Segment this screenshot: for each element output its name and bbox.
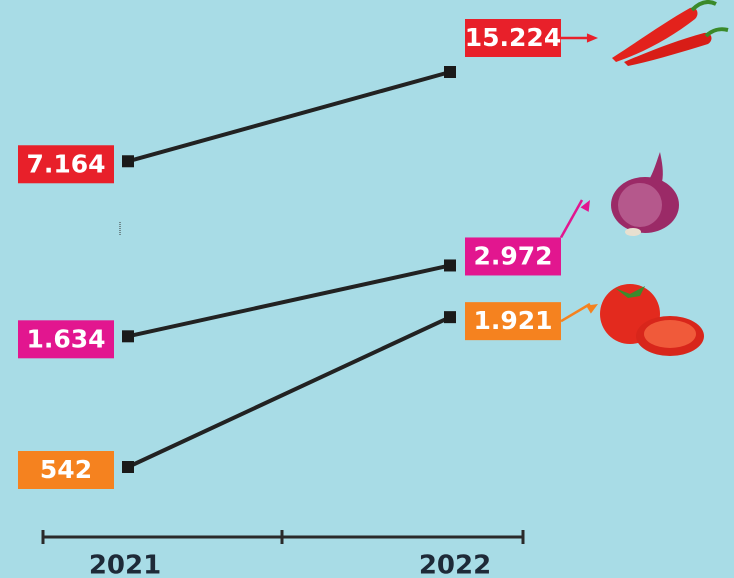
point-marker bbox=[122, 330, 134, 343]
value-label: 1.634 bbox=[26, 324, 105, 353]
series-line bbox=[127, 70, 451, 164]
value-label: 1.921 bbox=[473, 306, 552, 335]
arrow-head bbox=[586, 304, 598, 314]
point-marker bbox=[122, 155, 134, 168]
arrow-head bbox=[580, 200, 590, 212]
series-line bbox=[127, 263, 451, 339]
value-label-box bbox=[18, 320, 114, 359]
value-label-box bbox=[465, 19, 561, 57]
point-marker bbox=[444, 66, 456, 78]
arrow-head bbox=[586, 33, 598, 43]
tomato-icon bbox=[600, 284, 704, 356]
value-label-box bbox=[465, 302, 561, 341]
point-marker bbox=[122, 461, 134, 473]
point-marker bbox=[444, 259, 456, 272]
value-label: 2.972 bbox=[473, 241, 552, 270]
onion-icon bbox=[611, 152, 679, 236]
value-label-box bbox=[18, 145, 114, 184]
value-label-box bbox=[465, 237, 561, 276]
pointer-arrow bbox=[560, 302, 591, 323]
point-marker bbox=[444, 311, 456, 324]
value-label-box bbox=[18, 451, 114, 489]
time-axis bbox=[41, 530, 525, 544]
chili-icon bbox=[612, 0, 729, 66]
x-tick-label: 2021 bbox=[89, 551, 161, 578]
value-label: 15.224 bbox=[465, 23, 561, 52]
value-label: 7.164 bbox=[26, 149, 105, 178]
value-label: 542 bbox=[40, 455, 92, 484]
series-line bbox=[127, 315, 451, 469]
pointer-arrow bbox=[559, 199, 584, 239]
x-tick-label: 2022 bbox=[419, 551, 491, 578]
